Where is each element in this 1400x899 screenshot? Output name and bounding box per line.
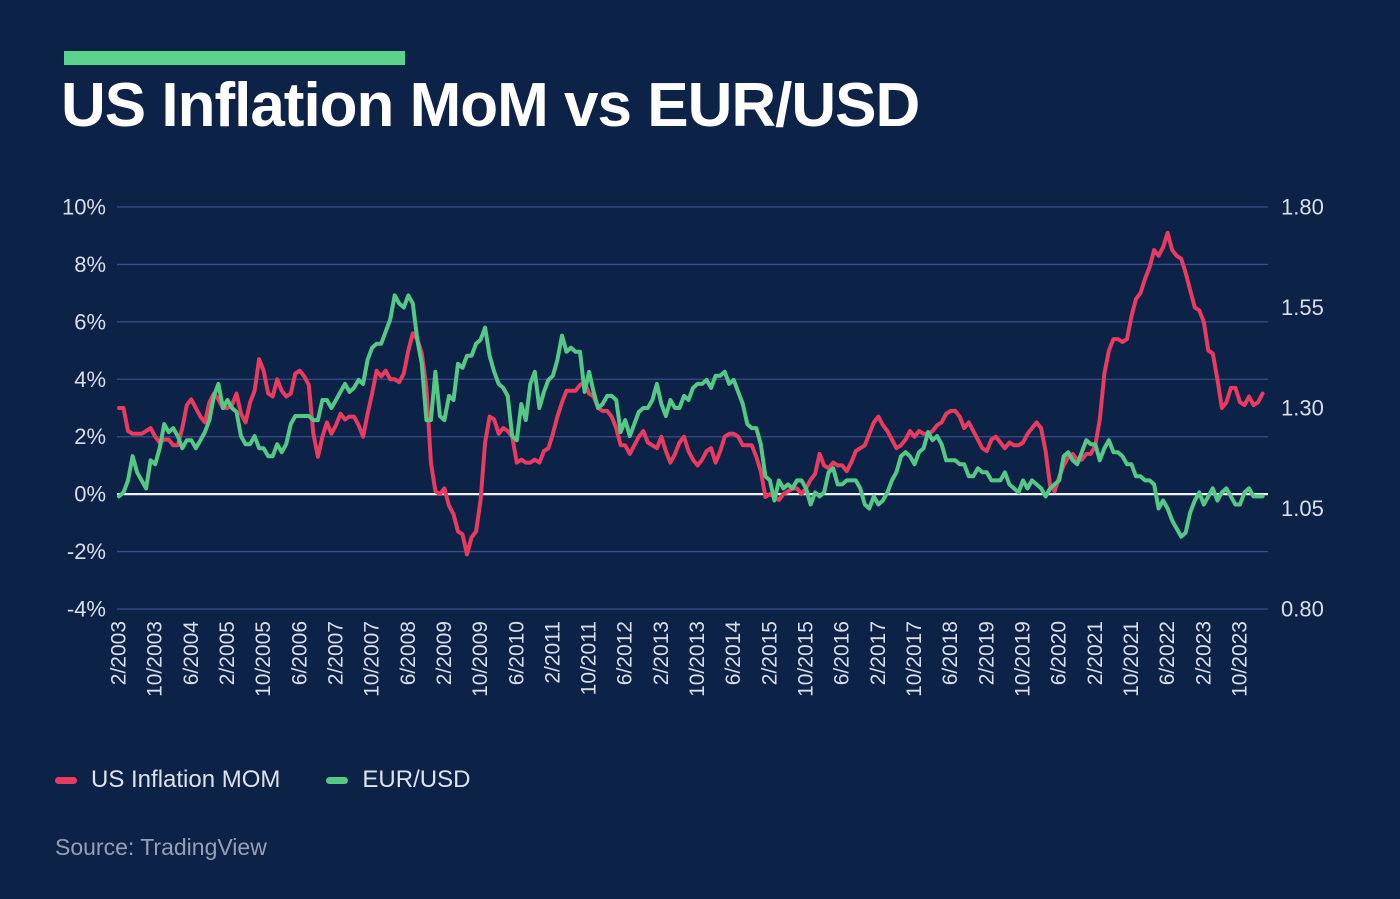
inflation-line (117, 230, 1265, 557)
left-axis-tick-label: -4% (67, 597, 106, 622)
x-axis-tick-label: 10/2007 (361, 621, 384, 697)
x-axis-tick-label: 2/2013 (650, 621, 673, 685)
left-axis-tick-label: 6% (74, 309, 106, 334)
legend: US Inflation MOM EUR/USD (55, 766, 470, 794)
x-axis-tick-label: 2/2005 (216, 621, 239, 685)
page-title: US Inflation MoM vs EUR/USD (61, 71, 920, 140)
x-axis-tick-label: 6/2022 (1156, 621, 1179, 685)
eurusd-legend-swatch-icon (326, 776, 349, 784)
right-axis-tick-label: 1.80 (1281, 195, 1324, 220)
x-axis-tick-label: 10/2011 (578, 621, 601, 695)
x-axis-tick-label: 2/2011 (541, 621, 564, 684)
left-axis-tick-label: 2% (74, 424, 106, 449)
left-axis-tick-label: 10% (62, 195, 106, 220)
x-axis-tick-label: 2/2015 (758, 621, 781, 685)
right-axis-tick-label: 1.30 (1281, 396, 1324, 421)
x-axis-tick-label: 6/2014 (722, 621, 745, 686)
x-axis-tick-label: 2/2023 (1192, 621, 1215, 685)
eurusd-line (117, 293, 1265, 539)
x-axis-tick-label: 10/2003 (144, 621, 167, 697)
x-axis-tick-label: 6/2020 (1048, 621, 1071, 685)
left-axis-tick-label: 0% (74, 482, 106, 507)
inflation-legend-swatch-icon (55, 776, 77, 784)
left-axis-tick-label: 8% (74, 252, 106, 277)
x-axis-tick-label: 2/2019 (975, 621, 998, 685)
x-axis-tick-label: 2/2007 (324, 621, 347, 685)
x-axis-tick-label: 2/2017 (867, 621, 890, 685)
x-axis-tick-label: 10/2009 (469, 621, 492, 697)
x-axis-tick-label: 6/2004 (180, 621, 203, 686)
x-axis-tick-label: 10/2017 (903, 621, 926, 697)
x-axis-tick-label: 6/2016 (831, 621, 854, 685)
legend-label-inflation: US Inflation MOM (91, 766, 281, 793)
x-axis-tick-label: 2/2009 (433, 621, 456, 685)
right-axis-tick-label: 0.80 (1281, 597, 1324, 622)
source-note: Source: TradingView (55, 834, 267, 860)
x-axis-tick-label: 6/2008 (397, 621, 420, 685)
x-axis-tick-label: 10/2015 (795, 621, 818, 697)
left-axis-tick-label: 4% (74, 367, 106, 392)
x-axis-tick-label: 2/2003 (108, 621, 131, 685)
x-axis-tick-label: 6/2018 (939, 621, 962, 685)
x-axis-tick-label: 10/2021 (1120, 621, 1143, 697)
x-axis-tick-label: 6/2012 (614, 621, 637, 685)
legend-label-eurusd: EUR/USD (362, 766, 471, 793)
x-axis-tick-label: 10/2023 (1228, 621, 1251, 697)
x-axis-tick-label: 10/2005 (252, 621, 275, 697)
x-axis-tick-label: 6/2010 (505, 621, 528, 685)
x-axis-tick-label: 2/2021 (1084, 621, 1107, 685)
x-axis-tick-label: 10/2019 (1012, 621, 1035, 697)
right-axis-tick-label: 1.55 (1281, 295, 1324, 320)
legend-item-inflation: US Inflation MOM (55, 766, 280, 794)
left-axis-tick-label: -2% (67, 539, 106, 564)
x-axis-tick-label: 10/2013 (686, 621, 709, 697)
legend-item-eurusd: EUR/USD (326, 766, 470, 794)
x-axis-tick-label: 6/2006 (288, 621, 311, 685)
right-axis-tick-label: 1.05 (1281, 496, 1324, 521)
title-accent-bar (64, 51, 405, 65)
